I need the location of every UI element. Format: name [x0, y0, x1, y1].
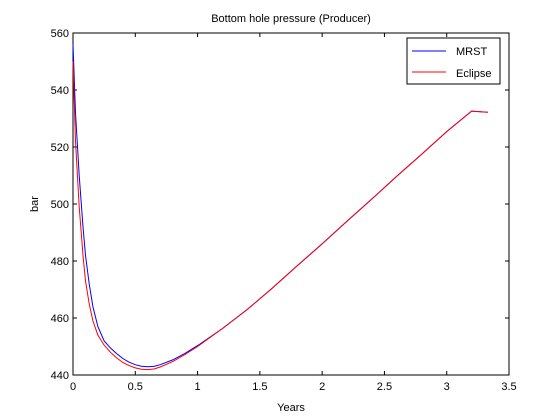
y-tick-label: 480 — [51, 256, 69, 268]
x-axis-label: Years — [277, 402, 305, 414]
chart-title: Bottom hole pressure (Producer) — [211, 13, 371, 25]
x-tick-label: 0 — [70, 381, 76, 393]
y-tick-label: 500 — [51, 199, 69, 211]
y-tick-label: 520 — [51, 142, 69, 154]
x-tick-label: 3.5 — [501, 381, 516, 393]
series-line-eclipse — [72, 61, 488, 371]
y-tick-label: 560 — [51, 28, 69, 40]
legend-box — [406, 37, 501, 85]
y-tick-label: 540 — [51, 85, 69, 97]
x-axis-ticks: 0 0.5 1 1.5 2 2.5 3 3.5 — [70, 33, 517, 393]
plot-area — [72, 32, 510, 376]
y-tick-label: 460 — [51, 313, 69, 325]
x-tick-label: 1 — [195, 381, 201, 393]
x-tick-label: 2 — [319, 381, 325, 393]
x-tick-label: 2.5 — [377, 381, 392, 393]
y-axis-label: bar — [29, 196, 41, 212]
legend: MRST Eclipse — [406, 37, 501, 85]
x-tick-label: 1.5 — [252, 381, 267, 393]
legend-label-eclipse: Eclipse — [456, 68, 491, 80]
legend-label-mrst: MRST — [456, 46, 487, 58]
y-tick-label: 440 — [51, 370, 69, 382]
x-tick-label: 3 — [444, 381, 450, 393]
x-tick-label: 0.5 — [128, 381, 143, 393]
y-axis-ticks: 440 460 480 500 520 540 560 — [51, 28, 509, 382]
series-layer — [72, 44, 488, 371]
